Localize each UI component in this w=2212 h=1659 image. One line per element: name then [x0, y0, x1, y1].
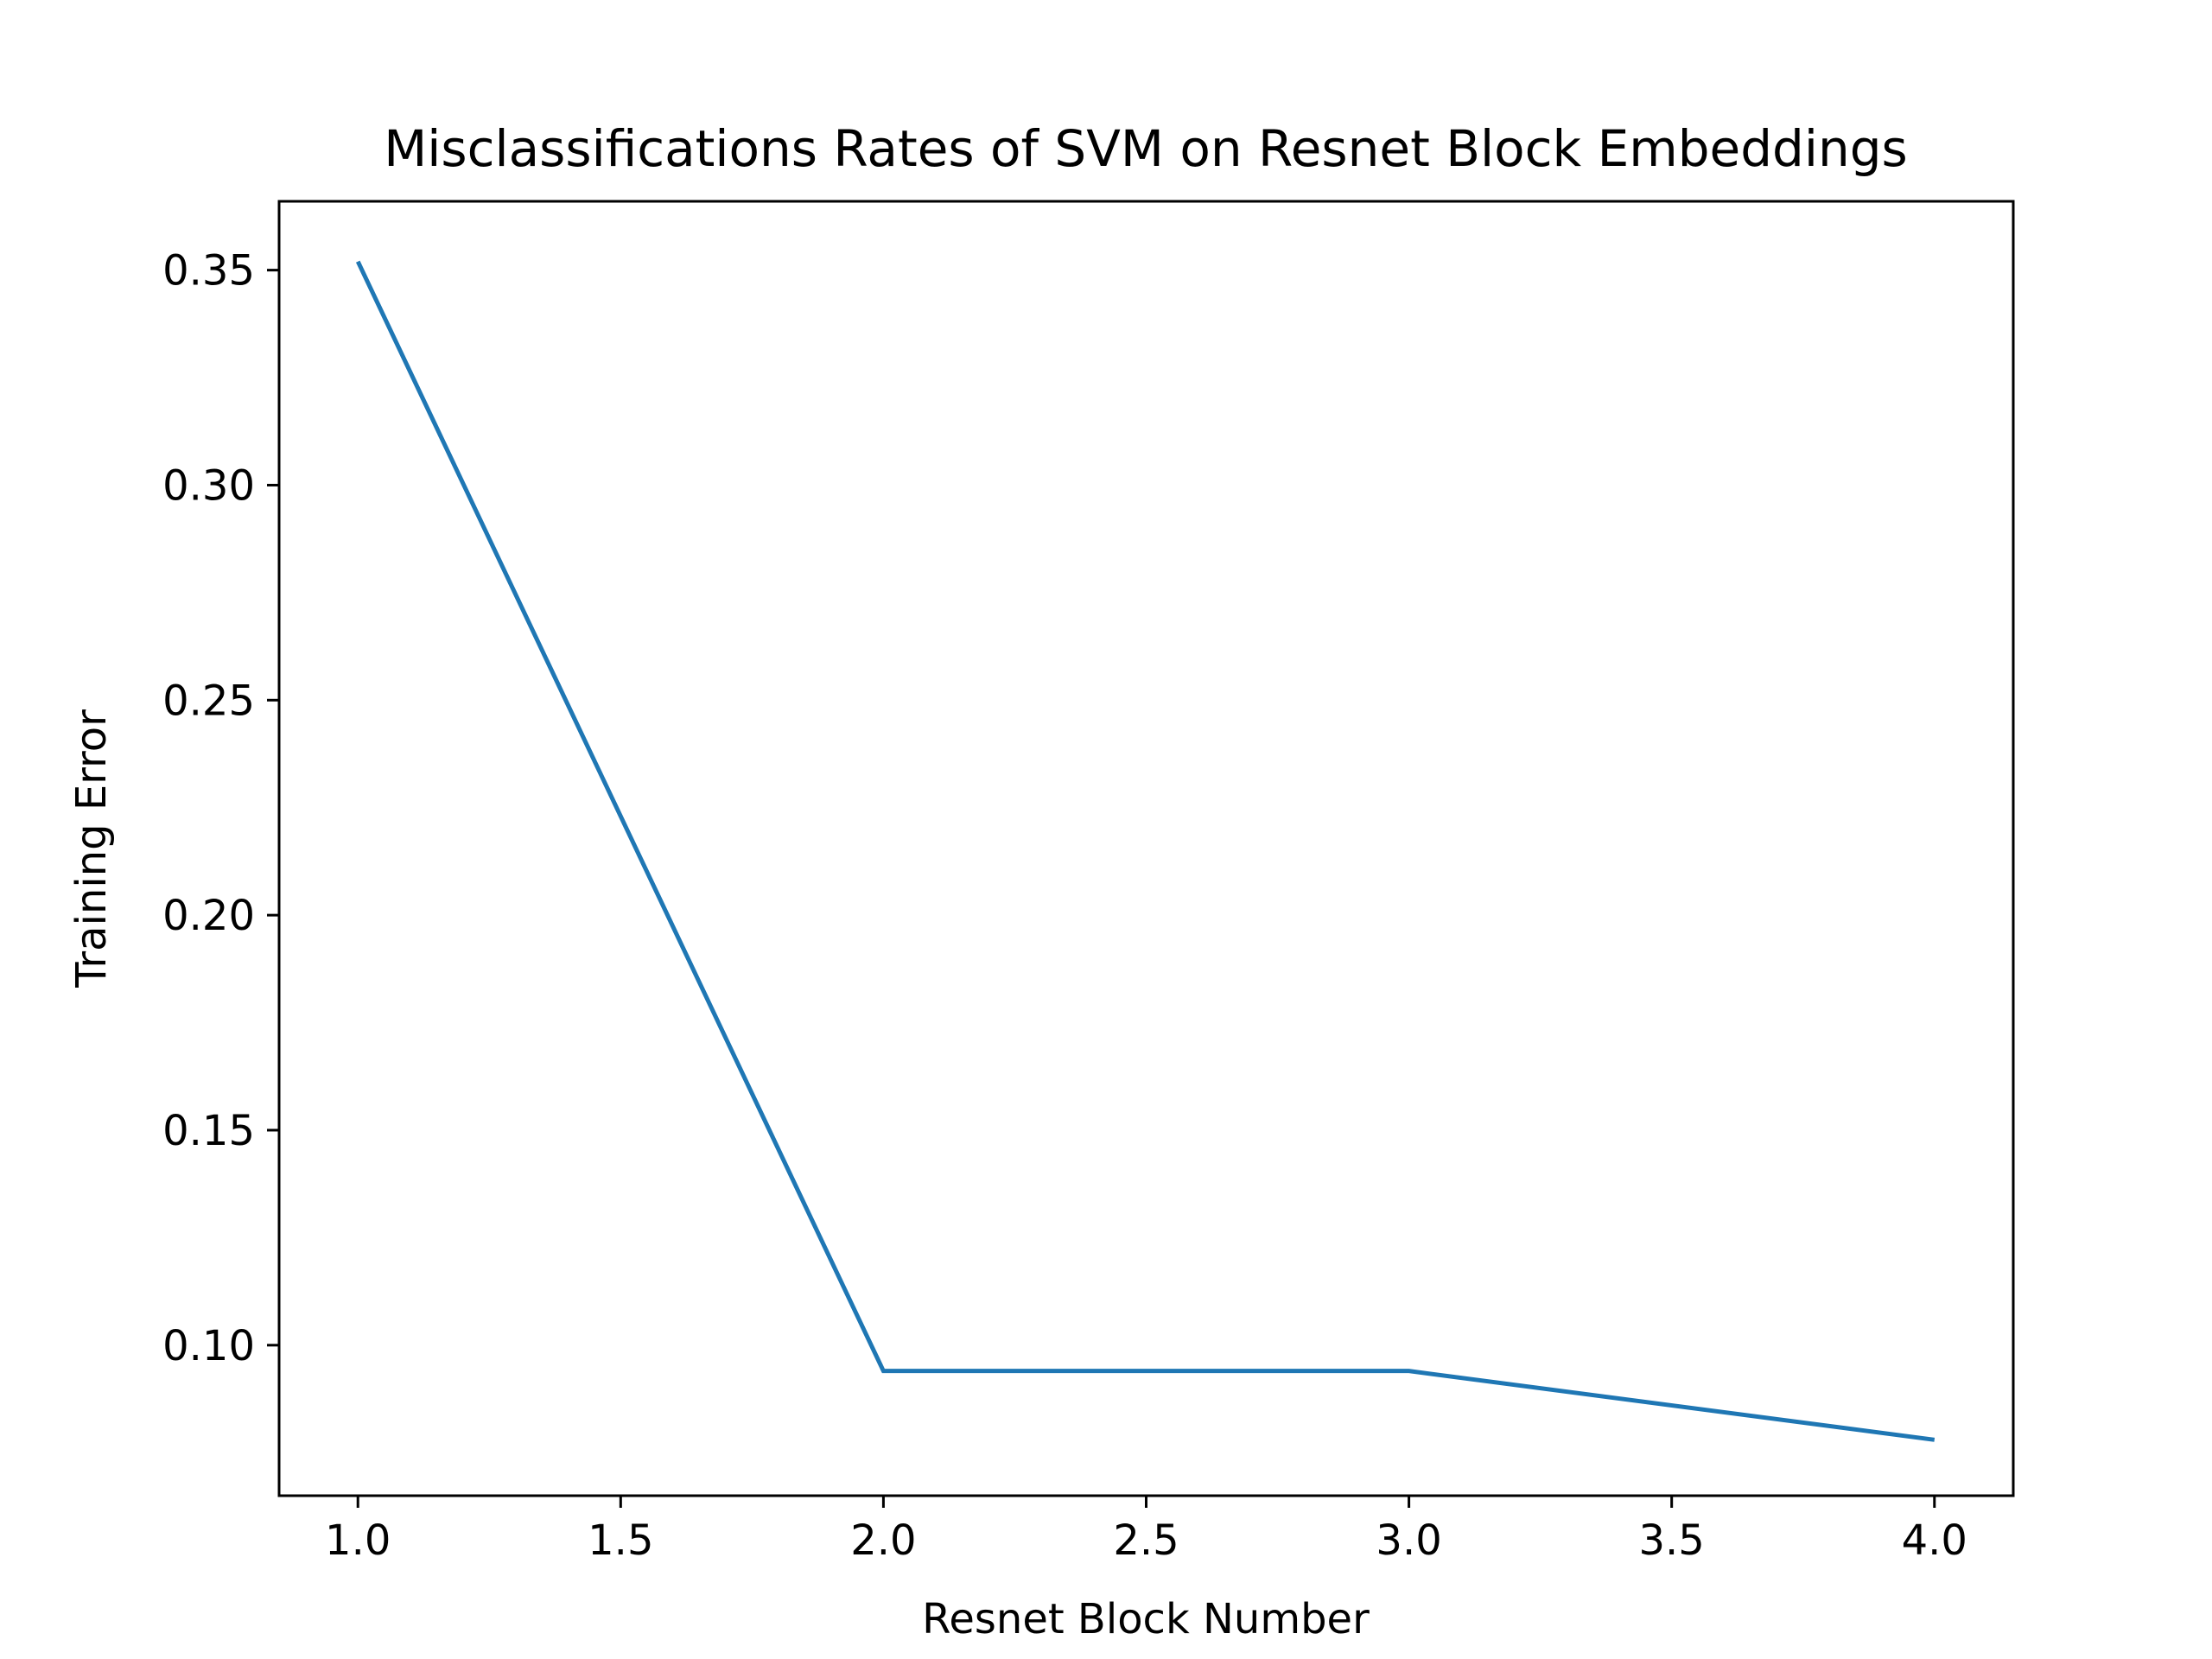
y-tick-label: 0.30 — [162, 461, 255, 510]
y-tick-label: 0.25 — [162, 677, 255, 725]
x-tick-label: 3.0 — [1376, 1516, 1441, 1565]
x-tick-label: 1.5 — [588, 1516, 653, 1565]
y-tick-label: 0.10 — [162, 1322, 255, 1370]
series-line — [355, 260, 1936, 1442]
y-axis-label: Training Error — [67, 709, 116, 988]
y-tick-label: 0.35 — [162, 247, 255, 296]
series-layer — [355, 260, 1936, 1442]
y-axis-ticks: 0.10 0.15 0.20 0.25 0.30 0.35 — [162, 247, 279, 1370]
x-tick-label: 2.5 — [1113, 1516, 1179, 1565]
x-tick-label: 2.0 — [850, 1516, 916, 1565]
x-tick-label: 3.5 — [1639, 1516, 1705, 1565]
plot-area-frame — [277, 200, 2015, 1497]
x-axis-label: Resnet Block Number — [922, 1595, 1370, 1643]
y-tick-label: 0.15 — [162, 1107, 255, 1155]
x-tick-label: 4.0 — [1902, 1516, 1967, 1565]
chart-title: Misclassifications Rates of SVM on Resne… — [384, 119, 1908, 178]
y-tick-label: 0.20 — [162, 892, 255, 940]
x-axis-ticks: 1.0 1.5 2.0 2.5 3.0 3.5 4.0 — [325, 1496, 1967, 1565]
x-tick-label: 1.0 — [325, 1516, 391, 1565]
